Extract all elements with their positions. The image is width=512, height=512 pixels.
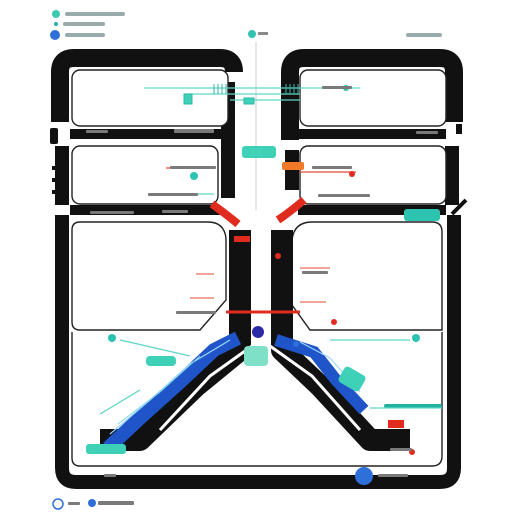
teal-bar bbox=[146, 356, 176, 366]
outer-frame bbox=[51, 49, 463, 140]
node-dot-icon bbox=[275, 253, 281, 259]
blue-flow-left bbox=[103, 331, 242, 454]
panel-top-right bbox=[299, 69, 447, 127]
hatch-marks bbox=[183, 84, 299, 105]
legend-text-placeholder bbox=[65, 33, 105, 37]
panel-bottom-right bbox=[291, 221, 443, 331]
node-dot-icon bbox=[190, 172, 198, 180]
node-dot-icon bbox=[355, 467, 373, 485]
panel-bottom-left bbox=[71, 221, 227, 331]
node-dot-icon bbox=[252, 326, 264, 338]
red-tag bbox=[282, 162, 304, 170]
legend-text-placeholder bbox=[63, 22, 105, 26]
teal-tag bbox=[404, 209, 440, 221]
teal-bar bbox=[86, 444, 126, 454]
legend-dot-icon bbox=[50, 30, 60, 40]
trunk-core bbox=[158, 344, 362, 432]
node-dot-icon bbox=[349, 171, 355, 177]
legend-dot-icon bbox=[88, 499, 96, 507]
node-dot-icon bbox=[412, 334, 420, 342]
legend-dot-icon bbox=[54, 22, 58, 26]
teal-tag bbox=[242, 146, 276, 158]
red-tag bbox=[388, 420, 404, 428]
red-tag bbox=[234, 236, 250, 242]
node-dot-icon bbox=[248, 30, 256, 38]
teal-center-block bbox=[244, 346, 268, 366]
footer-legend bbox=[52, 498, 134, 510]
frame-ticks bbox=[50, 124, 462, 194]
connector-lines bbox=[99, 87, 442, 415]
legend bbox=[50, 10, 125, 40]
legend-dot-icon bbox=[52, 498, 64, 510]
top-pin bbox=[248, 30, 268, 210]
node-dot-icon bbox=[293, 341, 299, 347]
legend-dot-icon bbox=[52, 10, 60, 18]
panel-top-left bbox=[71, 69, 229, 127]
legend-text-placeholder bbox=[65, 12, 125, 16]
teal-bar bbox=[338, 366, 366, 392]
panel-mid-left bbox=[71, 145, 219, 205]
panels bbox=[71, 69, 447, 331]
teal-accents bbox=[86, 85, 442, 454]
teal-bar bbox=[384, 404, 442, 408]
node-dot-icon bbox=[108, 334, 116, 342]
label-placeholders bbox=[86, 86, 438, 477]
lower-interior bbox=[71, 332, 443, 467]
panel-mid-right bbox=[299, 145, 447, 205]
node-dot-icon bbox=[331, 319, 337, 325]
blue-nodes bbox=[252, 326, 373, 485]
frame-diagonal-tick bbox=[450, 198, 468, 216]
